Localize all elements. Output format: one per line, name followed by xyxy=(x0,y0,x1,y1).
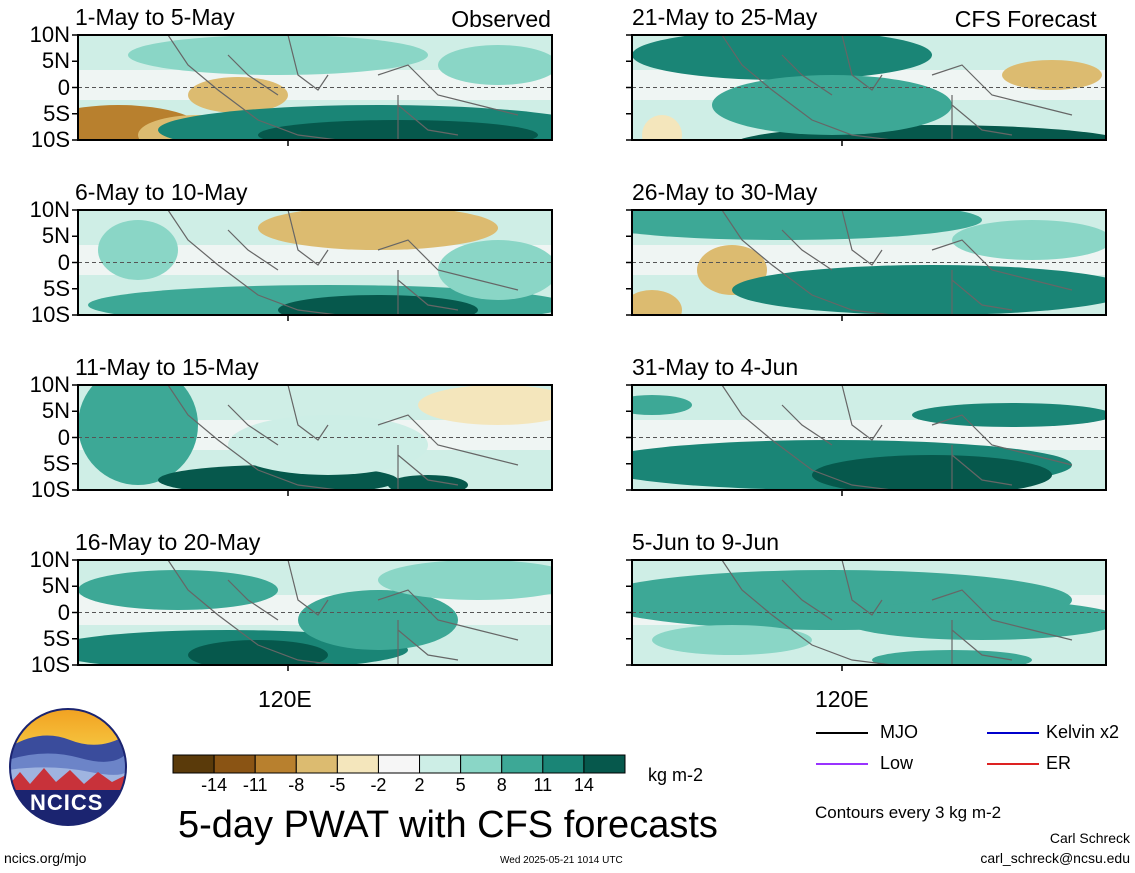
y-tick-label: 10S xyxy=(30,477,70,502)
legend-kelvin: Kelvin x2 xyxy=(1046,722,1120,742)
y-tick-label: 5S xyxy=(43,450,70,476)
colorbar-tick-label: -2 xyxy=(370,775,387,795)
colorbar-tick-label: 5 xyxy=(455,775,466,795)
legend-low: Low xyxy=(880,753,914,773)
y-tick-label: 5N xyxy=(41,48,70,74)
colorbar-tick-label: 14 xyxy=(573,775,594,795)
y-tick-label: 10S xyxy=(30,302,70,327)
colorbar-tick-label: 8 xyxy=(496,775,507,795)
y-tick-label: 5S xyxy=(43,100,70,126)
author-email[interactable]: carl_schreck@ncsu.edu xyxy=(980,850,1130,866)
y-tick-label: 10N xyxy=(29,197,70,222)
y-tick-label: 0 xyxy=(57,599,70,625)
map-panel-5 xyxy=(626,34,1107,146)
y-tick-label: 0 xyxy=(57,424,70,450)
panel-title-5: 21-May to 25-May xyxy=(632,4,818,30)
panel-title-7: 31-May to 4-Jun xyxy=(632,354,799,380)
y-tick-label: 5S xyxy=(43,275,70,301)
panel-title-2: 6-May to 10-May xyxy=(75,179,248,205)
x-tick-label-right: 120E xyxy=(815,686,869,712)
map-panel-1 xyxy=(72,34,553,146)
panel-title-4: 16-May to 20-May xyxy=(75,529,261,555)
legend-mjo: MJO xyxy=(880,722,918,742)
panel-title-1: 1-May to 5-May xyxy=(75,4,235,30)
panel-tag-5: CFS Forecast xyxy=(954,6,1097,32)
colorbar-tick-label: -11 xyxy=(242,775,268,795)
colorbar-units: kg m-2 xyxy=(648,765,704,785)
y-tick-label: 10S xyxy=(30,652,70,677)
legend-er: ER xyxy=(1046,753,1072,773)
colorbar-tick-label: -8 xyxy=(288,775,305,795)
x-tick-label-left: 120E xyxy=(258,686,312,712)
y-tick-label: 10S xyxy=(30,127,70,152)
author-name: Carl Schreck xyxy=(1049,830,1130,846)
y-tick-label: 5N xyxy=(41,573,70,599)
panel-title-8: 5-Jun to 9-Jun xyxy=(632,529,780,555)
map-panel-4 xyxy=(72,559,553,671)
map-panel-2 xyxy=(72,209,553,321)
map-panel-8 xyxy=(626,559,1107,671)
panel-title-3: 11-May to 15-May xyxy=(75,354,259,380)
contour-note: Contours every 3 kg m-2 xyxy=(815,803,1002,822)
colorbar-tick-label: -14 xyxy=(201,775,228,795)
map-panel-6 xyxy=(626,209,1107,321)
colorbar-tick-label: 11 xyxy=(533,775,553,795)
y-tick-label: 10N xyxy=(29,372,70,397)
panel-tag-1: Observed xyxy=(451,6,551,32)
y-tick-label: 0 xyxy=(57,249,70,275)
y-tick-label: 0 xyxy=(57,74,70,100)
y-tick-label: 5S xyxy=(43,625,70,651)
timestamp: Wed 2025-05-21 1014 UTC xyxy=(500,855,623,866)
colorbar-tick-label: -5 xyxy=(329,775,346,795)
map-panel-3 xyxy=(72,384,553,496)
y-tick-label: 5N xyxy=(41,398,70,424)
colorbar-tick-label: 2 xyxy=(414,775,425,795)
site-link[interactable]: ncics.org/mjo xyxy=(4,850,87,866)
logo-text: NCICS xyxy=(30,790,104,815)
main-title: 5-day PWAT with CFS forecasts xyxy=(178,804,718,846)
panel-title-6: 26-May to 30-May xyxy=(632,179,818,205)
y-tick-label: 10N xyxy=(29,22,70,47)
y-tick-label: 5N xyxy=(41,223,70,249)
y-tick-label: 10N xyxy=(29,547,70,572)
map-panel-7 xyxy=(626,384,1107,496)
